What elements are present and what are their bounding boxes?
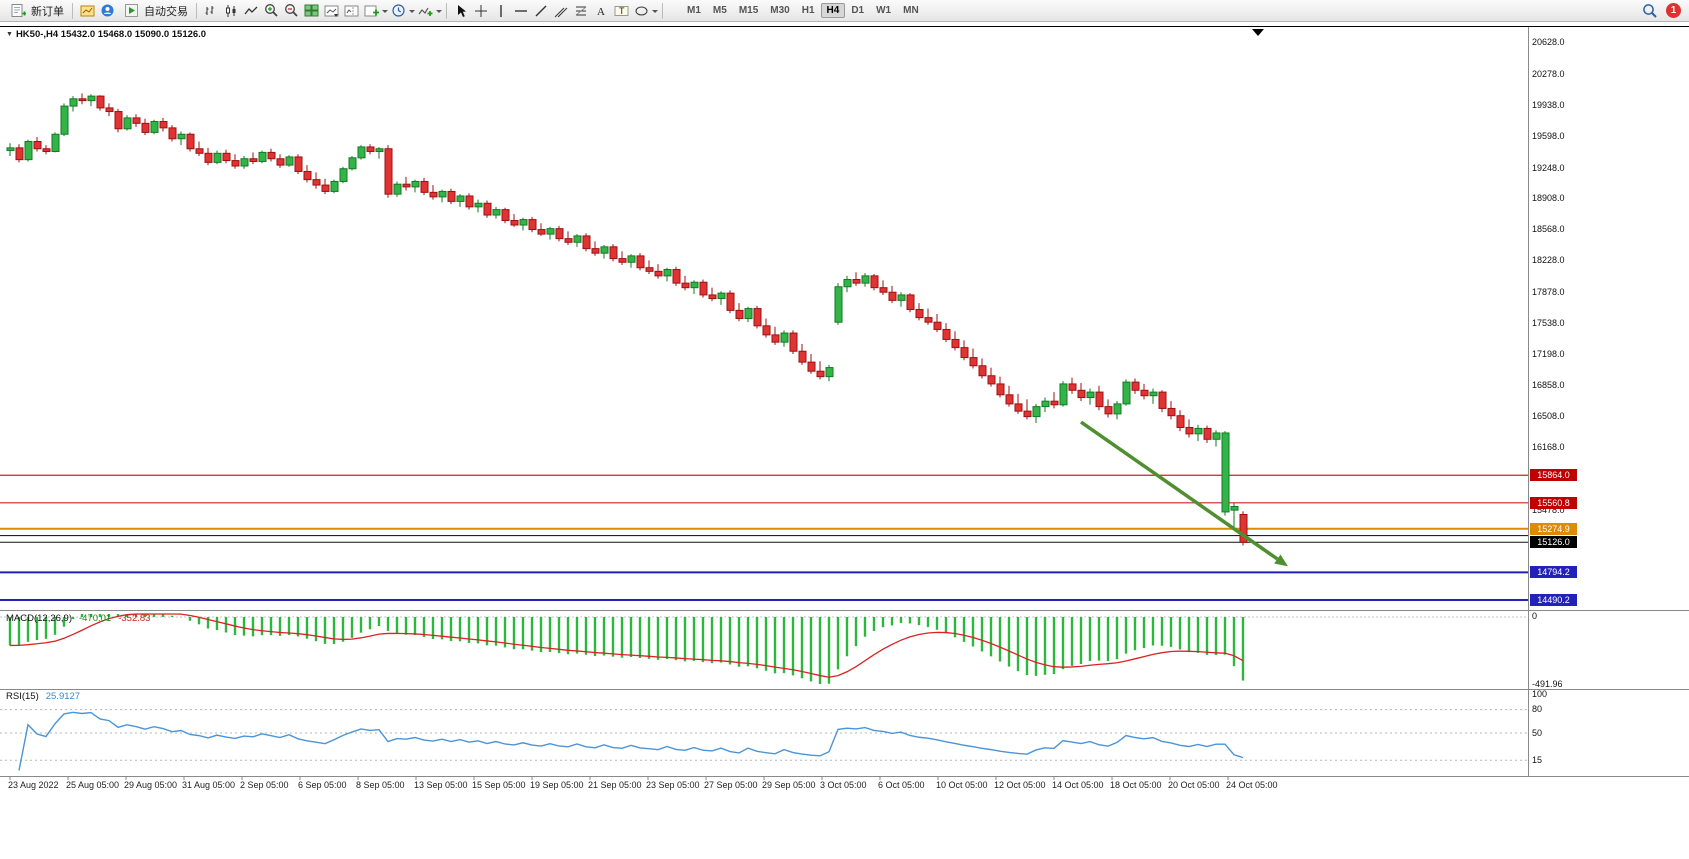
trend-arrow-shaft	[1079, 420, 1279, 561]
toolbar-right-group: 1	[1640, 2, 1685, 20]
timeframe-button-W1[interactable]: W1	[876, 5, 892, 16]
bar-chart-type-icon[interactable]	[201, 2, 221, 20]
horizontal-line-tool-icon[interactable]	[511, 2, 531, 20]
shapes-dropdown-caret[interactable]	[652, 9, 658, 16]
new-order-icon	[8, 2, 28, 20]
tile-windows-icon[interactable]	[301, 2, 321, 20]
autotrade-label: 自动交易	[144, 5, 188, 18]
toolbar-separator	[662, 2, 663, 19]
notification-badge[interactable]: 1	[1666, 3, 1681, 18]
rsi-line	[18, 711, 1244, 771]
crosshair-tool-icon[interactable]	[471, 2, 491, 20]
search-icon[interactable]	[1640, 2, 1660, 20]
candlestick-chart-type-icon[interactable]	[221, 2, 241, 20]
timeframe-button-M5[interactable]: M5	[712, 5, 727, 16]
text-label-tool-icon[interactable]: T	[611, 2, 631, 20]
timeframe-button-D1[interactable]: D1	[851, 5, 865, 16]
chart-autoscroll-icon[interactable]	[321, 2, 341, 20]
svg-text:A: A	[597, 6, 605, 18]
zoom-out-icon[interactable]	[281, 2, 301, 20]
periods-clock-icon[interactable]	[388, 2, 408, 20]
timeframe-toolbar: M1 M5 M15 M30 H1 H4 D1 W1 MN	[681, 3, 925, 18]
new-chart-icon[interactable]	[361, 2, 381, 20]
macd-signal-line	[9, 613, 1244, 678]
shapes-tool-icon[interactable]	[631, 2, 651, 20]
vertical-line-tool-icon[interactable]	[491, 2, 511, 20]
macd-histogram	[8, 614, 1245, 684]
main-toolbar: 新订单 自动交易	[0, 0, 1689, 22]
line-chart-type-icon[interactable]	[241, 2, 261, 20]
zoom-in-icon[interactable]	[261, 2, 281, 20]
new-order-label: 新订单	[31, 5, 64, 18]
timeframe-button-M30[interactable]: M30	[770, 5, 790, 16]
new-order-button[interactable]: 新订单	[4, 1, 68, 21]
trendline-tool-icon[interactable]	[531, 2, 551, 20]
periods-dropdown-caret[interactable]	[409, 9, 415, 16]
indicators-icon[interactable]	[415, 2, 435, 20]
timeframe-button-H1[interactable]: H1	[801, 5, 815, 16]
autotrade-play-icon	[121, 2, 141, 20]
community-icon[interactable]	[97, 2, 117, 20]
toolbar-separator	[196, 2, 197, 19]
candlestick-series	[6, 93, 1248, 546]
timeframe-button-H4[interactable]: H4	[820, 3, 846, 18]
trend-arrow-head	[1274, 554, 1288, 567]
chart-profile-icon[interactable]	[77, 2, 97, 20]
timeframe-button-M1[interactable]: M1	[687, 5, 701, 16]
channel-tool-icon[interactable]	[551, 2, 571, 20]
chart-shift-icon[interactable]	[341, 2, 361, 20]
svg-text:T: T	[619, 6, 625, 16]
cursor-tool-icon[interactable]	[451, 2, 471, 20]
toolbar-separator	[72, 2, 73, 19]
new-chart-dropdown-caret[interactable]	[382, 9, 388, 16]
chart-shift-marker	[1252, 29, 1264, 36]
timeframe-button-M15[interactable]: M15	[738, 5, 759, 16]
autotrade-button[interactable]: 自动交易	[117, 1, 192, 21]
indicators-dropdown-caret[interactable]	[436, 9, 442, 16]
toolbar-separator	[446, 2, 447, 19]
text-tool-icon[interactable]: A	[591, 2, 611, 20]
timeframe-button-MN[interactable]: MN	[903, 5, 919, 16]
fibonacci-tool-icon[interactable]	[571, 2, 591, 20]
